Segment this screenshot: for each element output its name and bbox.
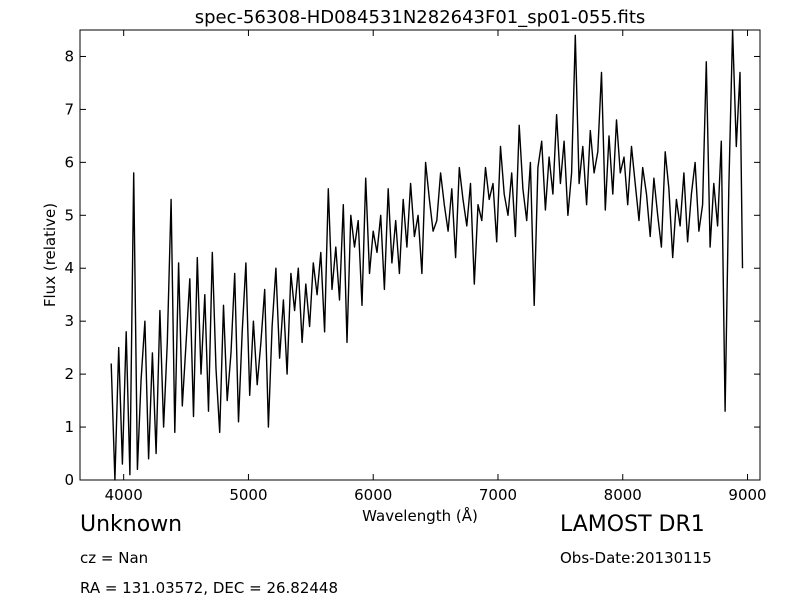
y-tick-label: 5	[64, 206, 74, 224]
spectrum-line	[110, 29, 744, 481]
x-tick-label: 5000	[229, 486, 267, 504]
x-tick-label: 7000	[479, 486, 517, 504]
x-tick-label: 8000	[604, 486, 642, 504]
x-tick-label: 4000	[105, 486, 143, 504]
y-tick-label: 8	[64, 47, 74, 65]
y-tick-label: 6	[64, 153, 74, 171]
x-axis-label: Wavelength (Å)	[362, 506, 478, 525]
y-tick-label: 2	[64, 365, 74, 383]
y-axis-label: Flux (relative)	[41, 203, 59, 307]
y-tick-label: 3	[64, 312, 74, 330]
y-tick-label: 4	[64, 259, 74, 277]
survey-label: LAMOST DR1	[560, 512, 705, 537]
plot-frame	[79, 29, 761, 481]
coordinates-label: RA = 131.03572, DEC = 26.82448	[80, 579, 339, 597]
object-class-label: Unknown	[80, 512, 183, 537]
x-tick-label: 6000	[354, 486, 392, 504]
y-tick-label: 0	[64, 471, 74, 489]
redshift-label: cz = Nan	[80, 549, 149, 567]
y-tick-label: 1	[64, 418, 74, 436]
observation-date-label: Obs-Date:20130115	[560, 549, 712, 567]
y-tick-label: 7	[64, 100, 74, 118]
chart-title: spec-56308-HD084531N282643F01_sp01-055.f…	[195, 7, 646, 28]
spectrum-series	[110, 29, 744, 481]
x-tick-label: 9000	[728, 486, 766, 504]
